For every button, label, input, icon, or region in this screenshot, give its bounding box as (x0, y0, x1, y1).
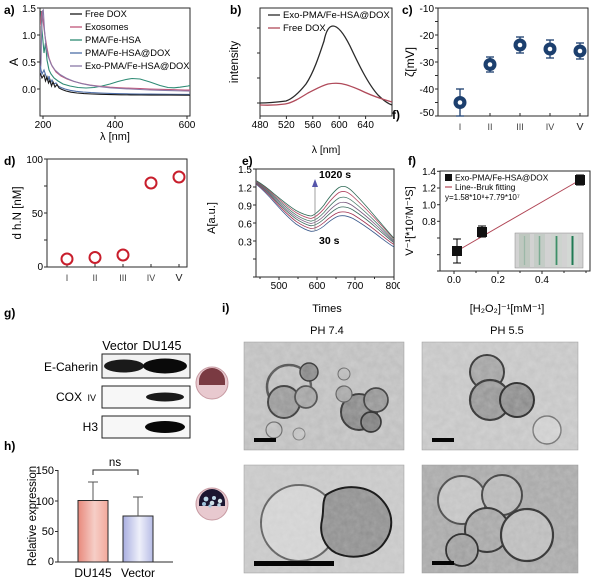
svg-text:30 s: 30 s (319, 235, 340, 247)
svg-text:DU145: DU145 (74, 566, 112, 580)
svg-text:Exo-PMA/Fe-HSA@DOX: Exo-PMA/Fe-HSA@DOX (455, 173, 549, 183)
svg-text:400: 400 (107, 120, 124, 131)
svg-text:0: 0 (48, 556, 54, 568)
svg-text:-10: -10 (420, 4, 435, 15)
svg-text:III: III (119, 273, 127, 283)
svg-text:0.8: 0.8 (422, 217, 436, 228)
svg-text:560: 560 (304, 120, 321, 131)
svg-text:Vector: Vector (102, 339, 137, 353)
svg-text:PH 5.5: PH 5.5 (490, 325, 524, 337)
svg-text:600: 600 (309, 281, 326, 292)
svg-text:E-Caherin: E-Caherin (44, 360, 98, 374)
svg-text:I: I (459, 122, 462, 132)
svg-text:Line--Bruk fitting: Line--Bruk fitting (455, 182, 516, 192)
svg-text:A: A (7, 58, 21, 66)
svg-text:Exo-PMA/Fe-HSA@DOX: Exo-PMA/Fe-HSA@DOX (283, 10, 390, 21)
svg-text:100: 100 (26, 155, 43, 166)
svg-text:1.5: 1.5 (22, 4, 36, 15)
svg-text:y=1.58*10⁸+7.79*10⁷: y=1.58*10⁸+7.79*10⁷ (445, 193, 520, 202)
svg-text:-50: -50 (420, 108, 435, 119)
svg-text:d h.N [nM]: d h.N [nM] (12, 186, 24, 239)
svg-text:200: 200 (35, 120, 52, 131)
svg-text:0.5: 0.5 (22, 58, 36, 69)
svg-text:A[a.u.]: A[a.u.] (207, 202, 218, 234)
svg-text:IV: IV (87, 393, 96, 403)
svg-text:Vector: Vector (121, 566, 155, 580)
svg-text:H3: H3 (83, 420, 99, 434)
svg-text:[H₂O₂]⁻¹[mM⁻¹]: [H₂O₂]⁻¹[mM⁻¹] (470, 303, 545, 315)
svg-text:I: I (66, 273, 69, 283)
svg-text:1020 s: 1020 s (319, 169, 351, 181)
svg-text:0.2: 0.2 (491, 275, 505, 286)
svg-text:ns: ns (109, 457, 121, 469)
svg-text:480: 480 (252, 120, 269, 131)
svg-text:h): h) (4, 439, 15, 453)
svg-text:IV: IV (546, 122, 555, 132)
svg-text:1.2: 1.2 (238, 184, 252, 195)
svg-text:DU145: DU145 (143, 339, 182, 353)
svg-text:λ [nm]: λ [nm] (100, 131, 130, 143)
svg-text:0.0: 0.0 (447, 275, 461, 286)
svg-text:600: 600 (179, 120, 196, 131)
svg-text:c): c) (402, 3, 413, 17)
svg-text:520: 520 (278, 120, 295, 131)
svg-text:III: III (516, 122, 524, 132)
svg-text:0.6: 0.6 (238, 220, 252, 231)
svg-text:0.0: 0.0 (22, 85, 36, 96)
svg-text:-30: -30 (420, 58, 435, 69)
svg-text:COX: COX (56, 390, 82, 404)
svg-text:intensity: intensity (229, 41, 241, 83)
svg-text:1.5: 1.5 (238, 165, 252, 176)
svg-text:500: 500 (271, 281, 288, 292)
svg-text:1.2: 1.2 (422, 184, 436, 195)
svg-text:0.9: 0.9 (238, 202, 252, 213)
svg-text:600: 600 (331, 120, 348, 131)
svg-text:700: 700 (347, 281, 364, 292)
svg-text:PH 7.4: PH 7.4 (310, 325, 344, 337)
svg-text:f): f) (408, 154, 416, 168)
svg-text:II: II (92, 273, 97, 283)
svg-text:-20: -20 (420, 31, 435, 42)
svg-text:0.4: 0.4 (535, 275, 549, 286)
svg-text:Relative expression: Relative expression (27, 466, 39, 566)
svg-text:0.3: 0.3 (238, 238, 252, 249)
svg-text:PMA/Fe-HSA@DOX: PMA/Fe-HSA@DOX (85, 48, 170, 58)
svg-text:ζ[mV]: ζ[mV] (403, 47, 417, 77)
svg-text:50: 50 (42, 526, 54, 538)
svg-text:-40: -40 (420, 85, 435, 96)
svg-text:V: V (175, 272, 182, 284)
svg-text:1.4: 1.4 (422, 167, 436, 178)
svg-text:IV: IV (147, 273, 156, 283)
svg-text:II: II (487, 122, 492, 132)
svg-text:50: 50 (32, 209, 44, 220)
svg-text:640: 640 (357, 120, 374, 131)
svg-text:d): d) (4, 154, 15, 168)
svg-text:0: 0 (37, 262, 43, 273)
svg-text:1.0: 1.0 (422, 200, 436, 211)
svg-text:V: V (576, 121, 583, 133)
svg-text:Exosomes: Exosomes (85, 22, 129, 32)
svg-text:V⁻¹[*10⁷M⁻¹S]: V⁻¹[*10⁷M⁻¹S] (404, 186, 416, 255)
svg-text:g): g) (4, 306, 15, 320)
svg-text:PMA/Fe-HSA: PMA/Fe-HSA (85, 35, 142, 45)
svg-text:Times: Times (312, 303, 342, 315)
svg-text:1.0: 1.0 (22, 31, 36, 42)
svg-text:Free DOX: Free DOX (283, 23, 326, 34)
svg-text:Free DOX: Free DOX (85, 9, 127, 19)
svg-text:b): b) (230, 3, 241, 17)
svg-text:Exo-PMA/Fe-HSA@DOX: Exo-PMA/Fe-HSA@DOX (85, 61, 190, 71)
svg-text:i): i) (222, 301, 229, 315)
svg-text:a): a) (4, 3, 15, 17)
